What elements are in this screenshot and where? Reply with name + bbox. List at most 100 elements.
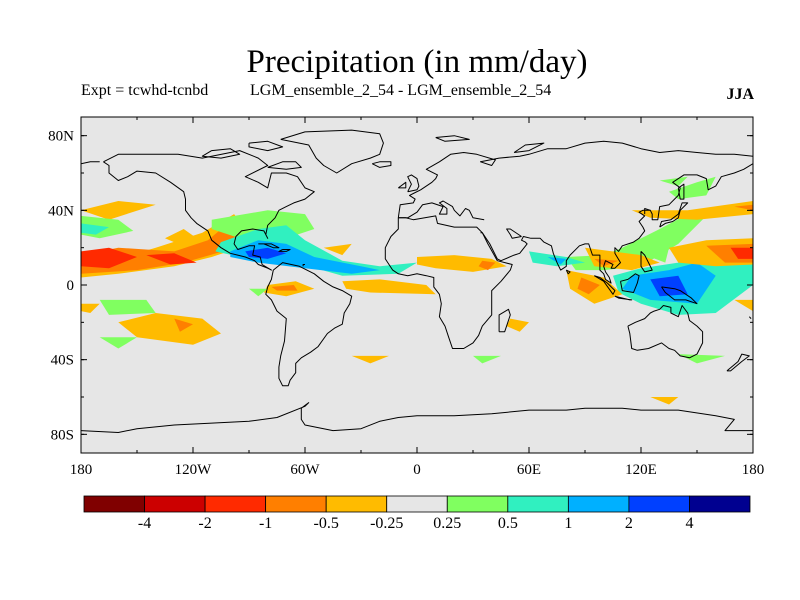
anomaly-region-32 bbox=[631, 201, 753, 220]
coastline-8 bbox=[398, 200, 485, 221]
colorbar-label-0: -4 bbox=[138, 515, 151, 532]
coastline-32 bbox=[644, 208, 651, 215]
colorbar-label-7: 1 bbox=[564, 515, 572, 532]
anomaly-region-28 bbox=[577, 277, 600, 295]
colorbar-box-9 bbox=[628, 495, 690, 513]
coastline-16 bbox=[614, 295, 633, 301]
colorbar-box-5 bbox=[386, 495, 448, 513]
coastline-3 bbox=[384, 215, 513, 349]
colorbar-box-6 bbox=[446, 495, 509, 513]
anomaly-region-3 bbox=[146, 253, 197, 265]
coastline-25 bbox=[248, 140, 284, 152]
anomaly-region-16 bbox=[118, 313, 221, 345]
coastline-7 bbox=[506, 228, 522, 239]
y-tick-label-4: 80S bbox=[51, 427, 74, 443]
anomaly-region-43 bbox=[323, 243, 352, 256]
anomaly-region-13 bbox=[342, 279, 436, 295]
coastline-9 bbox=[627, 305, 704, 359]
anomaly-region-2 bbox=[81, 247, 137, 269]
anomaly-region-4 bbox=[81, 201, 156, 220]
anomaly-region-47 bbox=[99, 337, 137, 349]
plot-title: Precipitation (in mm/day) bbox=[246, 44, 588, 80]
coastline-23 bbox=[278, 249, 291, 252]
coastline-10 bbox=[81, 402, 753, 433]
anomaly-region-45 bbox=[249, 288, 268, 297]
colorbar-label-9: 4 bbox=[685, 515, 693, 532]
anomaly-region-38 bbox=[473, 355, 501, 364]
coastline-33 bbox=[748, 316, 752, 319]
colorbar-box-1 bbox=[144, 495, 206, 513]
coastline-12 bbox=[398, 181, 407, 189]
anomaly-region-46 bbox=[650, 247, 669, 263]
anomaly-region-42 bbox=[734, 299, 753, 312]
coastline-15 bbox=[594, 275, 616, 295]
x-tick-label-5: 120E bbox=[625, 462, 657, 478]
colorbar-label-2: -1 bbox=[259, 515, 272, 532]
anomaly-region-15 bbox=[478, 260, 496, 271]
colorbar-box-7 bbox=[507, 495, 569, 513]
anomaly-region-6 bbox=[81, 223, 109, 235]
y-tick-label-1: 40N bbox=[48, 203, 74, 219]
coastline-11 bbox=[407, 174, 420, 193]
x-tick-label-1: 120W bbox=[175, 462, 213, 478]
anomaly-region-37 bbox=[351, 355, 389, 364]
colorbar-box-10 bbox=[689, 495, 751, 513]
coastline-0 bbox=[103, 150, 315, 271]
colorbar-label-8: 2 bbox=[625, 515, 633, 532]
anomaly-region-33 bbox=[734, 204, 753, 211]
x-tick-label-6: 180 bbox=[742, 462, 765, 478]
colorbar-box-4 bbox=[325, 495, 388, 513]
coastline-19 bbox=[640, 251, 653, 273]
coastline-4 bbox=[397, 140, 753, 218]
anomaly-region-12 bbox=[271, 285, 298, 291]
anomaly-region-18 bbox=[99, 299, 156, 315]
coastline-21 bbox=[726, 353, 750, 372]
anomaly-region-24 bbox=[547, 257, 567, 265]
coastline-20 bbox=[498, 308, 511, 333]
ensemble-label: LGM_ensemble_2_54 - LGM_ensemble_2_54 bbox=[250, 82, 552, 99]
coastline-30 bbox=[302, 264, 305, 267]
anomaly-region-44 bbox=[165, 229, 197, 244]
coastline-6 bbox=[480, 156, 753, 284]
y-tick-label-2: 0 bbox=[67, 278, 75, 294]
colorbar-box-2 bbox=[204, 495, 267, 513]
coastline-27 bbox=[435, 135, 470, 142]
experiment-label: Expt = tcwhd-tcnbd bbox=[81, 82, 209, 99]
anomaly-region-17 bbox=[174, 318, 193, 332]
coastline-13 bbox=[371, 161, 392, 168]
x-tick-label-3: 0 bbox=[413, 462, 421, 478]
coastline-26 bbox=[267, 161, 302, 170]
x-tick-label-2: 60W bbox=[290, 462, 320, 478]
coastline-24 bbox=[201, 148, 241, 159]
y-tick-label-0: 80N bbox=[48, 129, 74, 145]
anomaly-region-40 bbox=[650, 397, 679, 405]
x-tick-label-0: 180 bbox=[70, 462, 93, 478]
coastline-5 bbox=[81, 161, 100, 165]
anomaly-region-36 bbox=[506, 318, 529, 332]
colorbar-label-1: -2 bbox=[198, 515, 211, 532]
anomaly-region-8 bbox=[215, 225, 417, 276]
coastline-28 bbox=[513, 142, 545, 153]
coastline-22 bbox=[258, 243, 280, 249]
colorbar-label-6: 0.5 bbox=[498, 515, 518, 532]
season-label: JJA bbox=[726, 86, 754, 103]
coastline-2 bbox=[280, 129, 384, 174]
colorbar-box-0 bbox=[83, 495, 145, 513]
colorbar-box-8 bbox=[567, 495, 630, 513]
y-tick-label-3: 40S bbox=[51, 353, 74, 369]
x-tick-label-4: 60E bbox=[517, 462, 541, 478]
colorbar-label-4: -0.25 bbox=[370, 515, 403, 532]
coastline-18 bbox=[661, 286, 698, 305]
colorbar-label-3: -0.5 bbox=[314, 515, 339, 532]
anomaly-region-41 bbox=[81, 303, 100, 313]
coastline-29 bbox=[565, 269, 571, 275]
coastline-17 bbox=[620, 273, 640, 293]
anomaly-region-34 bbox=[669, 176, 716, 200]
coastline-1 bbox=[265, 262, 353, 387]
anomaly-region-31 bbox=[730, 247, 753, 259]
colorbar-box-3 bbox=[265, 495, 327, 513]
anomaly-region-22 bbox=[650, 275, 688, 297]
coastline-14 bbox=[659, 202, 689, 228]
coastline-31 bbox=[677, 183, 685, 200]
